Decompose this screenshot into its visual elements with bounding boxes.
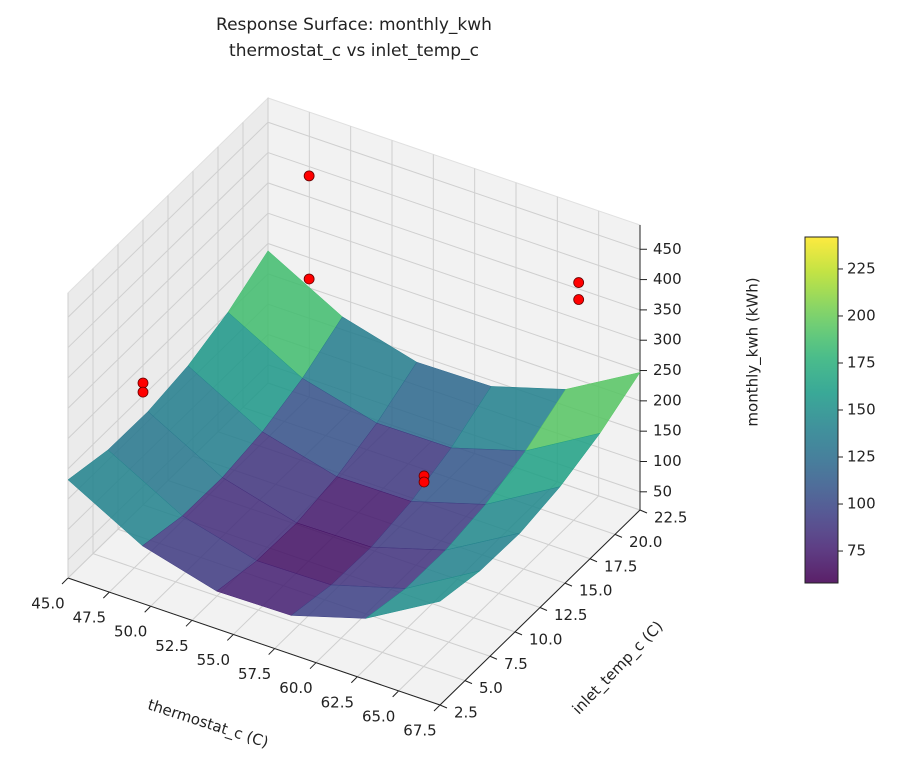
data-point [573,294,585,305]
chart-subtitle: thermostat_c vs inlet_temp_c [229,41,479,61]
z-tick-label: 400 [653,270,682,288]
y-tick-label: 15.0 [579,582,612,600]
y-tick-label: 17.5 [604,557,637,575]
grid-line [267,212,641,341]
x-tick [185,619,193,627]
x-tick [102,591,110,599]
z-tick-label: 300 [653,331,682,349]
z-tick-label: 200 [653,391,682,409]
x-tick-label: 67.5 [403,722,436,740]
y-tick [564,582,573,587]
x-tick-label: 47.5 [73,609,106,627]
data-point [137,377,149,389]
y-axis-label: inlet_temp_c (C) [569,617,668,718]
x-tick [144,605,152,613]
y-tick [639,509,648,514]
y-tick-label: 22.5 [654,509,687,527]
x-tick-label: 60.0 [279,679,312,697]
x-tick-label: 57.5 [238,665,271,683]
colorbar-tick-label: 150 [847,401,876,419]
x-tick [268,648,276,655]
grid-line [67,212,269,409]
z-tick-label: 350 [653,300,682,318]
y-tick-label: 12.5 [554,606,587,624]
colorbar-tick-label: 100 [847,495,876,513]
data-point [573,277,585,288]
x-tick [433,704,441,712]
y-tick [489,655,498,660]
data-point [303,273,315,285]
data-point [418,476,430,488]
x-axis-label: thermostat_c (C) [145,696,270,753]
grid-line [92,553,466,682]
x-tick [61,577,69,585]
chart-title: Response Surface: monthly_kwh [216,15,492,35]
y-tick [539,607,548,611]
data-point [303,170,315,182]
grid-line [267,152,641,281]
x-tick-label: 55.0 [197,651,230,669]
z-tick-label: 450 [653,240,682,258]
z-axis-label: monthly_kwh (kWh) [744,277,763,426]
colorbar-tick-label: 175 [847,353,876,371]
grid-line [67,121,269,318]
grid-line [267,273,641,402]
y-tick [514,631,523,636]
colorbar-tick-label: 200 [847,306,876,324]
data-point [137,386,149,398]
colorbar-tick-label: 225 [847,259,876,277]
x-tick-label: 52.5 [155,637,188,655]
y-tick-label: 10.0 [529,630,562,648]
colorbar [804,236,839,584]
x-tick-label: 45.0 [31,595,64,613]
x-tick-label: 50.0 [114,623,147,641]
y-tick-label: 20.0 [629,533,662,551]
axis-line [439,509,641,706]
grid-line [67,152,269,348]
y-tick [464,680,473,685]
z-tick-label: 150 [653,422,682,440]
grid-line [267,182,641,311]
z-tick-label: 100 [653,452,682,470]
x-tick [226,634,234,641]
y-tick [439,704,448,709]
y-tick [614,533,623,538]
grid-line [67,182,269,379]
surface-patch [365,570,481,619]
x-tick-label: 62.5 [321,693,354,711]
grid-line [267,243,641,372]
x-tick [350,676,358,684]
x-tick [309,662,317,670]
colorbar-tick-label: 125 [847,448,876,466]
grid-line [267,121,641,250]
axis-line [67,577,441,706]
z-tick-label: 250 [653,361,682,379]
y-tick-label: 5.0 [479,679,503,697]
grid-line [67,243,269,439]
z-tick-label: 50 [653,482,672,500]
colorbar-tick-label: 75 [847,542,866,560]
x-tick [392,690,400,698]
y-tick-label: 2.5 [454,704,478,722]
x-tick-label: 65.0 [362,707,395,725]
y-tick [589,558,598,563]
y-tick-label: 7.5 [504,655,528,673]
